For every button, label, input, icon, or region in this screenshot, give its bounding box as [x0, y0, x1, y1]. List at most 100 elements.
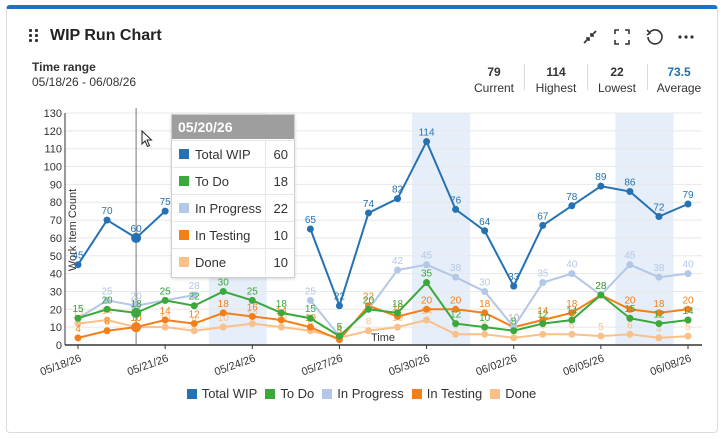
data-point	[161, 316, 169, 324]
data-label: 20	[363, 295, 375, 306]
data-label: 5	[337, 322, 343, 333]
stat-current-label: Current	[473, 81, 514, 95]
data-label: 28	[595, 281, 607, 292]
data-point	[655, 213, 663, 221]
legend-item[interactable]: Total WIP	[186, 386, 257, 401]
data-point	[394, 309, 402, 317]
data-point	[394, 266, 402, 274]
data-point	[190, 327, 198, 335]
data-label: 15	[624, 304, 636, 315]
time-range-label: Time range	[32, 60, 96, 74]
tooltip-divider	[265, 222, 266, 249]
data-point	[539, 320, 547, 328]
y-tick-label: 50	[50, 251, 62, 263]
data-label: 4	[75, 324, 81, 335]
tooltip-series-value: 60	[273, 147, 288, 162]
tooltip-series-name: To Do	[195, 174, 229, 189]
y-tick-label: 80	[50, 197, 62, 209]
widget-title: WIP Run Chart	[50, 27, 162, 44]
data-label: 65	[305, 215, 317, 226]
tooltip-series-value: 22	[273, 201, 288, 216]
data-point	[131, 307, 142, 318]
data-point	[394, 323, 402, 331]
data-label: 18	[653, 299, 665, 310]
data-point	[481, 309, 489, 317]
data-label: 10	[131, 313, 143, 324]
data-label: 14	[566, 306, 578, 317]
data-point	[684, 316, 692, 324]
x-tick-label: 05/21/26	[126, 353, 170, 379]
data-point	[655, 334, 663, 342]
data-label: 28	[189, 281, 201, 292]
series-line	[77, 139, 689, 309]
tooltip-divider	[265, 141, 266, 168]
data-point	[131, 232, 142, 243]
y-tick-label: 30	[50, 286, 62, 298]
y-tick-label: 90	[50, 179, 62, 191]
data-label: 114	[419, 128, 435, 139]
data-point	[481, 330, 489, 338]
data-label: 18	[566, 299, 578, 310]
tooltip-swatch	[179, 176, 189, 186]
y-tick-label: 60	[50, 233, 62, 245]
data-point	[248, 320, 256, 328]
data-point	[481, 287, 489, 295]
fullscreen-icon[interactable]	[612, 27, 632, 47]
data-point	[335, 302, 343, 310]
tooltip-swatch	[179, 149, 189, 159]
data-label: 10	[508, 313, 520, 324]
data-point	[190, 302, 198, 310]
data-label: 5	[337, 322, 343, 333]
collapse-icon[interactable]	[580, 27, 600, 47]
y-tick-label: 20	[50, 304, 62, 316]
y-tick-label: 0	[56, 340, 62, 352]
data-point	[626, 330, 634, 338]
data-point	[452, 205, 460, 213]
tooltip-divider	[265, 249, 266, 276]
more-options-icon[interactable]	[676, 27, 696, 47]
data-point	[306, 314, 314, 322]
tooltip-swatch	[179, 230, 189, 240]
data-label: 8	[104, 317, 110, 328]
y-axis-title: Work Item Count	[67, 189, 79, 271]
data-point	[219, 323, 227, 331]
legend-swatch	[322, 389, 333, 399]
legend-swatch	[490, 389, 501, 399]
legend-item[interactable]: In Progress	[322, 386, 404, 401]
data-point	[161, 296, 169, 304]
drag-handle-icon[interactable]	[29, 29, 41, 45]
data-point	[306, 225, 314, 233]
data-point	[423, 279, 431, 287]
data-label: 35	[421, 269, 433, 280]
data-point	[510, 327, 518, 335]
data-point	[626, 188, 634, 196]
data-label: 10	[131, 313, 143, 324]
data-label: 20	[363, 295, 375, 306]
legend-item[interactable]: To Do	[265, 386, 314, 401]
data-point	[568, 330, 576, 338]
data-label: 8	[511, 317, 517, 328]
data-label: 25	[101, 286, 113, 297]
data-label: 8	[366, 317, 372, 328]
data-point	[626, 305, 634, 313]
legend-item[interactable]: In Testing	[411, 386, 482, 401]
data-point	[539, 330, 547, 338]
legend-label: Done	[505, 386, 537, 401]
data-label: 22	[363, 292, 375, 303]
data-label: 10	[479, 313, 491, 324]
data-label: 72	[653, 203, 665, 214]
data-point	[277, 316, 285, 324]
data-point	[684, 200, 692, 208]
y-tick-label: 10	[50, 322, 62, 334]
data-label: 14	[537, 306, 549, 317]
stat-divider	[647, 64, 648, 90]
data-label: 3	[337, 326, 343, 337]
mouse-pointer-icon	[141, 130, 153, 148]
refresh-icon[interactable]	[644, 27, 664, 47]
time-range-value: 05/18/26 - 06/08/26	[32, 75, 137, 89]
data-point	[364, 305, 372, 313]
data-label: 89	[595, 172, 607, 183]
legend-item[interactable]: Done	[490, 386, 536, 401]
data-label: 75	[160, 197, 172, 208]
